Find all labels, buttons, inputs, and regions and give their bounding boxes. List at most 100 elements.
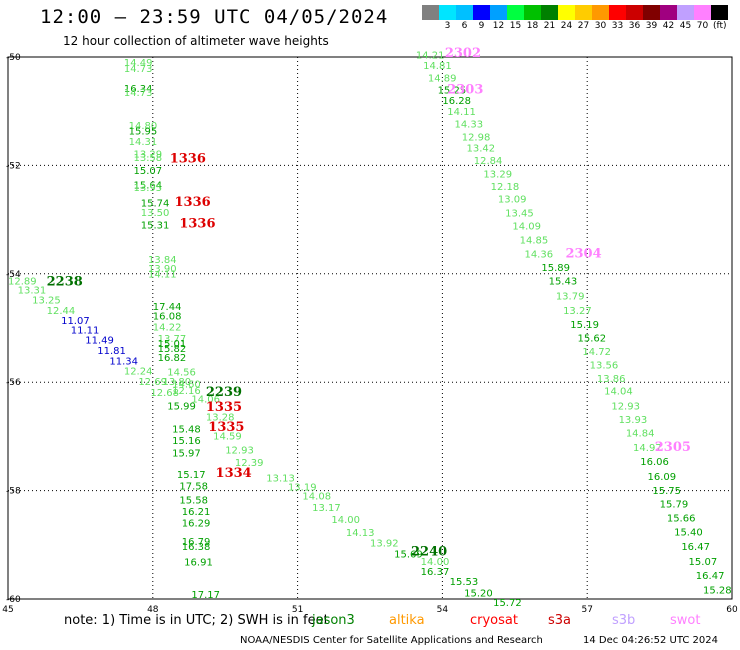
pass-time-label: 1336 — [175, 195, 211, 210]
colorbar-swatch — [558, 5, 575, 20]
colorbar-swatch — [592, 5, 609, 20]
swh-point-label: 11.49 — [85, 336, 114, 347]
swh-point-label: 15.31 — [141, 220, 170, 231]
swh-point-label: 15.82 — [158, 344, 187, 355]
swh-point-label: 13.19 — [288, 483, 317, 494]
x-tick-label: 60 — [726, 605, 738, 615]
mission-jason3: jason3 — [312, 613, 355, 628]
swh-point-label: 12.24 — [124, 367, 153, 378]
swh-point-label: 15.74 — [141, 199, 170, 210]
colorbar-swatch — [422, 5, 439, 20]
pass-time-label: 2239 — [206, 385, 242, 400]
swh-point-label: 16.34 — [124, 84, 153, 95]
swh-point-label: 17.17 — [191, 590, 220, 601]
mission-altika: altika — [389, 613, 425, 628]
swh-point-label: 14.21 — [416, 51, 445, 62]
colorbar-label: 36 — [628, 21, 641, 31]
colorbar-labels: 3 6 9 12 15 18 21 24 27 30 33 36 39 42 45 70 — [422, 21, 711, 31]
pass-time-label: 1335 — [208, 420, 244, 435]
swh-point-label: 12.39 — [235, 458, 264, 469]
colorbar-label: 18 — [526, 21, 539, 31]
swh-point-label: 13.80 — [162, 377, 191, 388]
swh-point-label: 15.89 — [541, 263, 570, 274]
swh-point-label: 14.84 — [626, 428, 655, 439]
swh-point-label: 12.98 — [462, 132, 491, 143]
x-tick-label: 51 — [292, 605, 303, 615]
pass-time-label: 2303 — [447, 82, 483, 97]
colorbar-label: 12 — [492, 21, 505, 31]
mission-s3b: s3b — [612, 613, 636, 628]
swh-point-label: 15.01 — [158, 339, 187, 350]
chart-subtitle: 12 hour collection of altimeter wave hei… — [63, 34, 329, 48]
swh-point-label: 16.47 — [696, 571, 725, 582]
swh-point-label: 11.11 — [71, 325, 100, 336]
y-tick-label: -56 — [6, 378, 21, 388]
colorbar-label: 24 — [560, 21, 573, 31]
swh-point-label: 14.31 — [129, 137, 158, 148]
swh-point-label: 13.86 — [597, 374, 626, 385]
timestamp: 14 Dec 04:26:52 UTC 2024 — [583, 635, 718, 646]
swh-point-label: 14.73 — [124, 88, 153, 99]
swh-point-label: 14.72 — [582, 347, 611, 358]
colorbar-label: 39 — [645, 21, 658, 31]
colorbar-swatch — [609, 5, 626, 20]
colorbar-swatch — [694, 5, 711, 20]
mission-swot: swot — [670, 613, 701, 628]
swh-point-label: 14.09 — [512, 221, 541, 232]
swh-point-label: 15.97 — [172, 448, 201, 459]
colorbar-label: 70 — [696, 21, 709, 31]
swh-point-label: 15.58 — [179, 496, 208, 507]
colorbar-swatch — [507, 5, 524, 20]
y-tick-label: -54 — [6, 270, 21, 280]
y-tick-label: -52 — [6, 161, 21, 171]
colorbar-swatch — [626, 5, 643, 20]
swh-point-label: 14.49 — [124, 58, 153, 69]
swh-point-label: 16.29 — [182, 518, 211, 529]
swh-point-label: 14.08 — [302, 491, 331, 502]
swh-point-label: 12.89 — [8, 277, 37, 288]
swh-point-label: 14.00 — [331, 515, 360, 526]
swh-point-label: 16.47 — [681, 542, 710, 553]
swh-point-label: 15.07 — [689, 557, 718, 568]
swh-point-label: 16.09 — [648, 472, 677, 483]
swh-point-label: 13.92 — [370, 538, 399, 549]
swh-point-label: 14.04 — [604, 387, 633, 398]
colorbar-label: 6 — [461, 21, 468, 31]
swh-point-label: 13.95 — [133, 183, 162, 194]
swh-point-label: 13.42 — [467, 143, 496, 154]
swh-point-label: 16.91 — [184, 557, 213, 568]
swh-point-label: 15.43 — [549, 277, 578, 288]
swh-point-label: 14.00 — [421, 557, 450, 568]
colorbar-unit: (ft) — [713, 21, 727, 31]
colorbar-label: 27 — [577, 21, 590, 31]
swh-point-label: 15.66 — [667, 513, 696, 524]
swh-point-label: 11.07 — [61, 316, 90, 327]
swh-point-label: 16.06 — [640, 457, 669, 468]
swh-point-label: 12.93 — [225, 446, 254, 457]
swh-point-label: 16.28 — [442, 96, 471, 107]
colorbar-label: 3 — [444, 21, 451, 31]
pass-time-label: 1336 — [179, 217, 215, 232]
swh-point-label: 16.38 — [182, 542, 211, 553]
swh-point-label: 17.44 — [153, 302, 182, 313]
x-tick-label: 57 — [581, 605, 592, 615]
pass-time-label: 2302 — [445, 46, 481, 61]
swh-point-label: 15.48 — [172, 425, 201, 436]
swh-point-label: 15.53 — [450, 577, 479, 588]
colorbar-swatch — [456, 5, 473, 20]
swh-point-label: 13.17 — [312, 503, 341, 514]
swh-point-label: 11.81 — [97, 346, 126, 357]
swh-point-label: 13.93 — [619, 415, 648, 426]
swh-point-label: 15.75 — [652, 486, 681, 497]
swh-point-label: 14.22 — [153, 323, 182, 334]
swh-point-label: 12.84 — [474, 156, 503, 167]
swh-point-label: 14.36 — [524, 250, 553, 261]
colorbar-swatch — [575, 5, 592, 20]
colorbar-label: 45 — [679, 21, 692, 31]
y-tick-label: -50 — [6, 53, 21, 63]
swh-point-label: 13.31 — [18, 285, 47, 296]
x-tick-label: 45 — [2, 605, 13, 615]
colorbar-label: 33 — [611, 21, 624, 31]
swh-point-label: 16.08 — [153, 311, 182, 322]
swh-point-label: 13.79 — [556, 291, 585, 302]
